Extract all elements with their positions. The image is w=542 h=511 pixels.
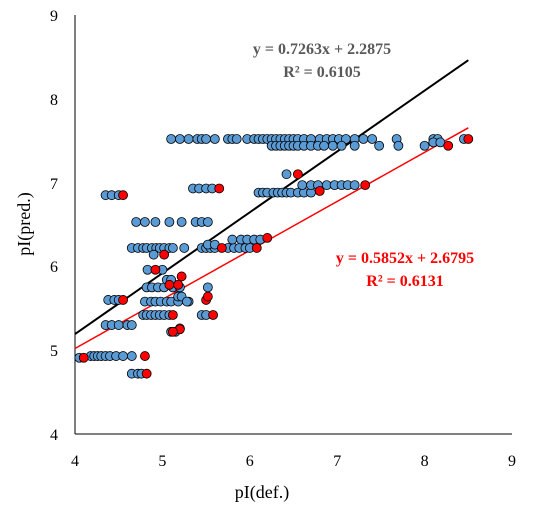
data-point bbox=[150, 264, 161, 275]
trendline-r2: R² = 0.6105 bbox=[283, 64, 360, 81]
y-tick-label: 6 bbox=[50, 259, 58, 276]
data-point bbox=[118, 295, 128, 305]
y-tick-label: 5 bbox=[50, 343, 58, 360]
x-tick-label: 5 bbox=[158, 453, 166, 470]
data-point bbox=[202, 217, 213, 227]
data-point bbox=[78, 352, 89, 363]
data-point bbox=[118, 351, 128, 361]
trendline-label-red: y = 0.5852x + 2.6795 R² = 0.6131 bbox=[336, 250, 474, 290]
data-point bbox=[227, 234, 238, 245]
data-point bbox=[463, 134, 474, 144]
y-tick-labels: 4 5 6 7 8 9 bbox=[50, 8, 58, 444]
data-point bbox=[202, 282, 213, 293]
data-point bbox=[327, 140, 338, 151]
y-tick-label: 7 bbox=[50, 176, 58, 193]
data-point bbox=[443, 140, 454, 151]
x-tick-labels: 4 5 6 7 8 9 bbox=[71, 453, 516, 470]
data-point bbox=[183, 134, 194, 144]
data-point bbox=[214, 183, 225, 194]
data-point bbox=[251, 243, 262, 253]
data-point bbox=[349, 180, 360, 191]
trendlines bbox=[74, 59, 469, 350]
trendline-r2: R² = 0.6131 bbox=[366, 273, 443, 290]
data-point bbox=[126, 351, 137, 361]
data-point bbox=[393, 140, 404, 151]
data-point bbox=[140, 217, 150, 227]
y-tick-label: 8 bbox=[50, 92, 58, 109]
data-points bbox=[74, 134, 474, 379]
data-point bbox=[118, 190, 128, 201]
data-point bbox=[179, 243, 190, 253]
data-point bbox=[148, 249, 159, 260]
data-point bbox=[167, 243, 178, 253]
data-point bbox=[164, 217, 175, 227]
data-point bbox=[349, 140, 360, 151]
data-point bbox=[164, 279, 175, 290]
data-point bbox=[159, 249, 170, 260]
x-tick-label: 6 bbox=[246, 453, 254, 470]
trendline-equation: y = 0.5852x + 2.6795 bbox=[336, 250, 474, 267]
data-point bbox=[201, 134, 212, 144]
data-point bbox=[150, 217, 161, 227]
x-axis-label: pI(def.) bbox=[235, 482, 289, 503]
y-tick-label: 9 bbox=[50, 8, 58, 25]
data-point bbox=[113, 320, 124, 330]
trendline-equation: y = 0.7263x + 2.2875 bbox=[253, 41, 391, 58]
data-point bbox=[374, 140, 385, 151]
data-point bbox=[209, 134, 220, 144]
data-point bbox=[208, 310, 218, 320]
y-axis-label: pI(pred.) bbox=[14, 192, 35, 255]
data-point bbox=[131, 217, 142, 227]
data-point bbox=[202, 291, 213, 302]
data-point bbox=[319, 140, 329, 151]
x-tick-label: 8 bbox=[421, 453, 429, 470]
x-tick-label: 4 bbox=[71, 453, 79, 470]
data-point bbox=[358, 134, 369, 144]
data-point bbox=[181, 296, 192, 307]
data-point bbox=[140, 351, 150, 361]
data-point bbox=[167, 310, 178, 320]
data-point bbox=[419, 140, 430, 151]
data-point bbox=[126, 320, 137, 330]
data-point bbox=[176, 271, 187, 282]
data-point bbox=[174, 134, 185, 144]
data-point bbox=[262, 233, 273, 243]
x-tick-label: 9 bbox=[508, 453, 516, 470]
trendline-label-black: y = 0.7263x + 2.2875 R² = 0.6105 bbox=[253, 41, 391, 81]
data-point bbox=[367, 134, 378, 144]
data-point bbox=[166, 134, 177, 144]
data-point bbox=[360, 180, 371, 191]
data-point bbox=[336, 140, 347, 151]
data-point bbox=[231, 134, 242, 144]
axes bbox=[74, 15, 512, 435]
x-tick-label: 7 bbox=[333, 453, 341, 470]
data-point bbox=[216, 243, 227, 253]
data-point bbox=[314, 186, 325, 196]
data-point bbox=[141, 368, 152, 379]
data-point bbox=[173, 279, 184, 290]
data-point bbox=[176, 217, 187, 227]
data-point bbox=[292, 169, 303, 180]
data-point bbox=[167, 326, 178, 337]
data-point bbox=[281, 169, 292, 180]
data-point bbox=[297, 180, 308, 191]
y-tick-label: 4 bbox=[50, 427, 58, 444]
